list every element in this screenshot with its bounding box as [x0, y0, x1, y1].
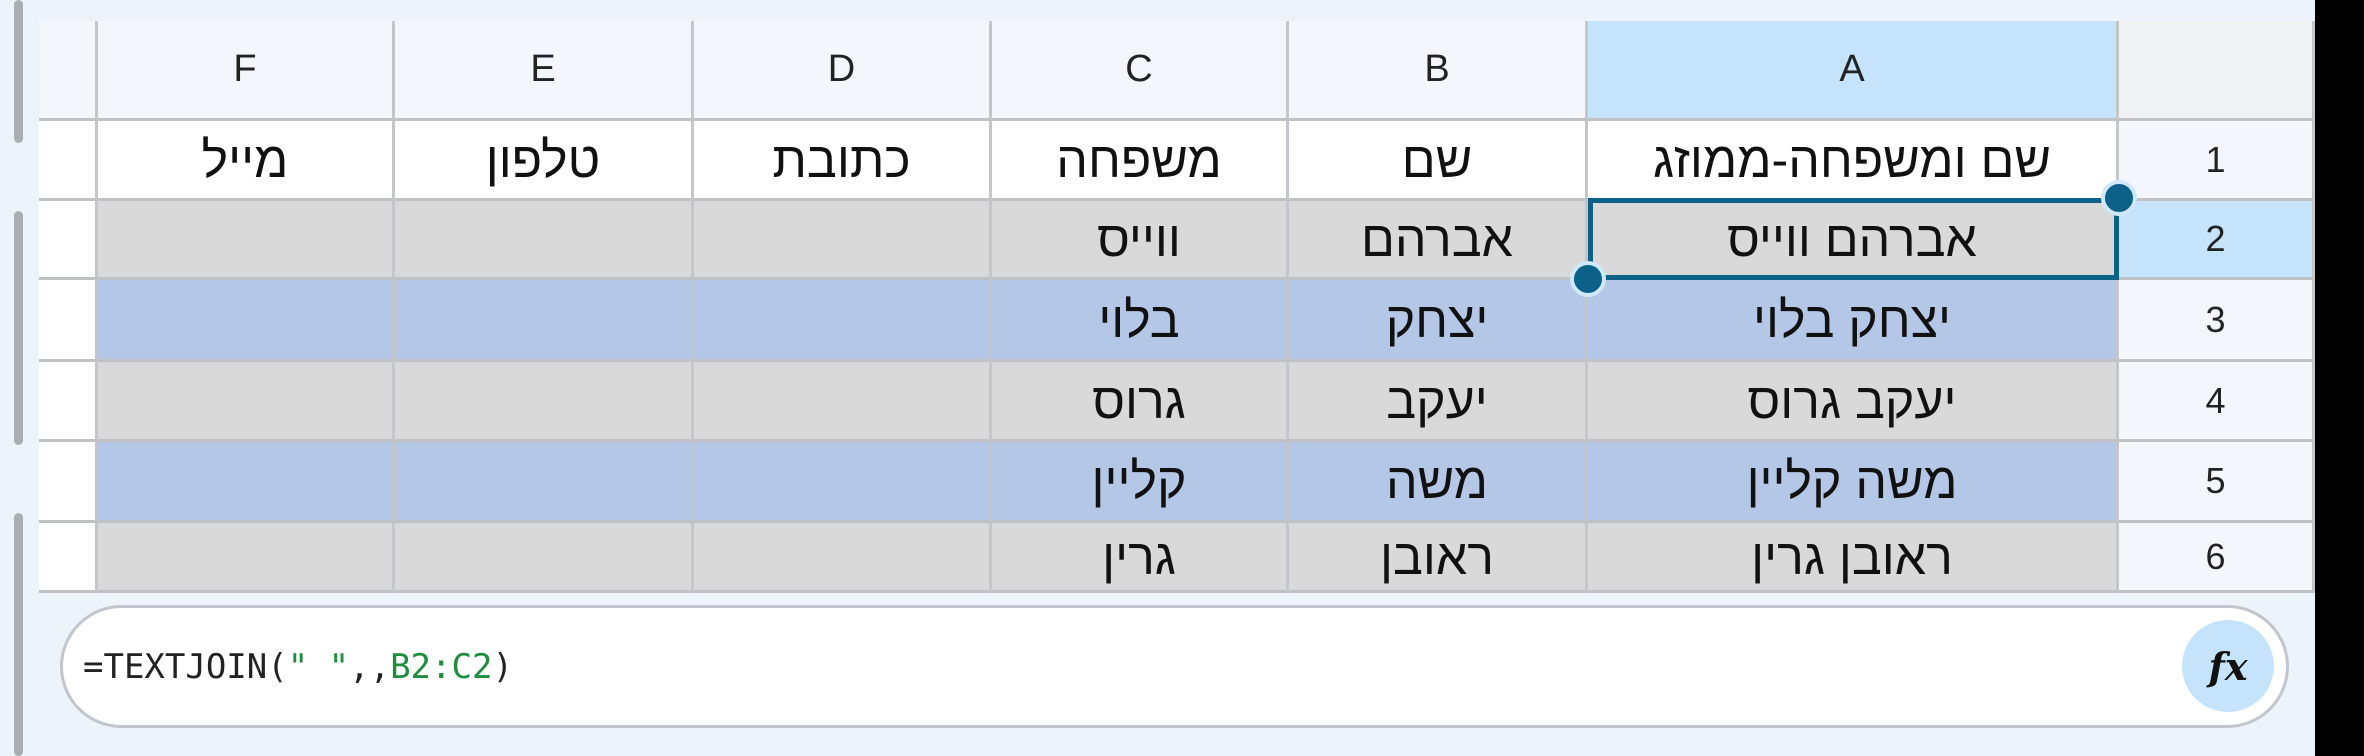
- cell-E2[interactable]: [395, 201, 694, 280]
- header-spacer: [2119, 21, 2315, 121]
- cell-D4[interactable]: [694, 362, 992, 442]
- formula-bar[interactable]: =TEXTJOIN(" ",, B2:C2) fx: [60, 605, 2289, 728]
- cell-B4[interactable]: יעקב: [1289, 362, 1588, 442]
- cell-E6[interactable]: [395, 523, 694, 593]
- cell-B6[interactable]: ראובן: [1289, 523, 1588, 593]
- scrollbar[interactable]: [14, 0, 23, 143]
- row-header-5[interactable]: 5: [2119, 442, 2315, 523]
- column-header-A[interactable]: A: [1588, 21, 2119, 121]
- row-gutter: [39, 362, 98, 442]
- cell-B2[interactable]: אברהם: [1289, 201, 1588, 280]
- formula-close-paren: ): [492, 646, 513, 687]
- column-header-C[interactable]: C: [992, 21, 1289, 121]
- cell-A6[interactable]: ראובן גרין: [1588, 523, 2119, 593]
- cell-D6[interactable]: [694, 523, 992, 593]
- formula-range-arg: B2:C2: [390, 646, 493, 687]
- screen-edge: [2315, 0, 2364, 756]
- cell-C6[interactable]: גרין: [992, 523, 1289, 593]
- cell-E5[interactable]: [395, 442, 694, 523]
- cell-D3[interactable]: [694, 280, 992, 362]
- cell-F3[interactable]: [98, 280, 395, 362]
- cell-C4[interactable]: גרוס: [992, 362, 1289, 442]
- cell-F5[interactable]: [98, 442, 395, 523]
- cell-B1[interactable]: שם: [1289, 121, 1588, 201]
- column-header-F[interactable]: F: [98, 21, 395, 121]
- selection-outline: [1588, 198, 2119, 280]
- cell-F4[interactable]: [98, 362, 395, 442]
- cell-E3[interactable]: [395, 280, 694, 362]
- cell-D1[interactable]: כתובת: [694, 121, 992, 201]
- cell-A5[interactable]: משה קליין: [1588, 442, 2119, 523]
- cell-E1[interactable]: טלפון: [395, 121, 694, 201]
- formula-delimiter-arg: " ": [287, 646, 350, 687]
- row-header-6[interactable]: 6: [2119, 523, 2315, 593]
- cell-A3[interactable]: יצחק בלוי: [1588, 280, 2119, 362]
- row-gutter: [39, 442, 98, 523]
- cell-C5[interactable]: קליין: [992, 442, 1289, 523]
- formula-input[interactable]: =TEXTJOIN(" ",, B2:C2): [83, 608, 513, 725]
- cell-D5[interactable]: [694, 442, 992, 523]
- column-header-B[interactable]: B: [1289, 21, 1588, 121]
- column-header-E[interactable]: E: [395, 21, 694, 121]
- row-gutter: [39, 280, 98, 362]
- cell-C1[interactable]: משפחה: [992, 121, 1289, 201]
- cell-C2[interactable]: ווייס: [992, 201, 1289, 280]
- fx-icon[interactable]: fx: [2182, 620, 2274, 712]
- row-gutter: [39, 121, 98, 201]
- cell-A2[interactable]: אברהם ווייס: [1588, 201, 2119, 280]
- formula-function: =TEXTJOIN(: [83, 646, 288, 687]
- row-header-4[interactable]: 4: [2119, 362, 2315, 442]
- cell-C3[interactable]: בלוי: [992, 280, 1289, 362]
- column-header-D[interactable]: D: [694, 21, 992, 121]
- scrollbar[interactable]: [14, 513, 23, 756]
- selection-handle-top[interactable]: [2101, 180, 2137, 216]
- scrollbar[interactable]: [14, 211, 23, 445]
- row-header-2[interactable]: 2: [2119, 201, 2315, 280]
- cell-E4[interactable]: [395, 362, 694, 442]
- cell-F1[interactable]: מייל: [98, 121, 395, 201]
- selection-handle-bottom[interactable]: [1570, 261, 1606, 297]
- row-header-1[interactable]: 1: [2119, 121, 2315, 201]
- cell-F6[interactable]: [98, 523, 395, 593]
- cell-D2[interactable]: [694, 201, 992, 280]
- row-gutter: [39, 523, 98, 593]
- cell-A4[interactable]: יעקב גרוס: [1588, 362, 2119, 442]
- cell-F2[interactable]: [98, 201, 395, 280]
- row-gutter: [39, 201, 98, 280]
- cell-B3[interactable]: יצחק: [1289, 280, 1588, 362]
- corner-cell[interactable]: [39, 21, 98, 121]
- row-header-3[interactable]: 3: [2119, 280, 2315, 362]
- cell-B5[interactable]: משה: [1289, 442, 1588, 523]
- cell-A1[interactable]: שם ומשפחה-ממוזג: [1588, 121, 2119, 201]
- formula-separators: ,,: [349, 646, 391, 687]
